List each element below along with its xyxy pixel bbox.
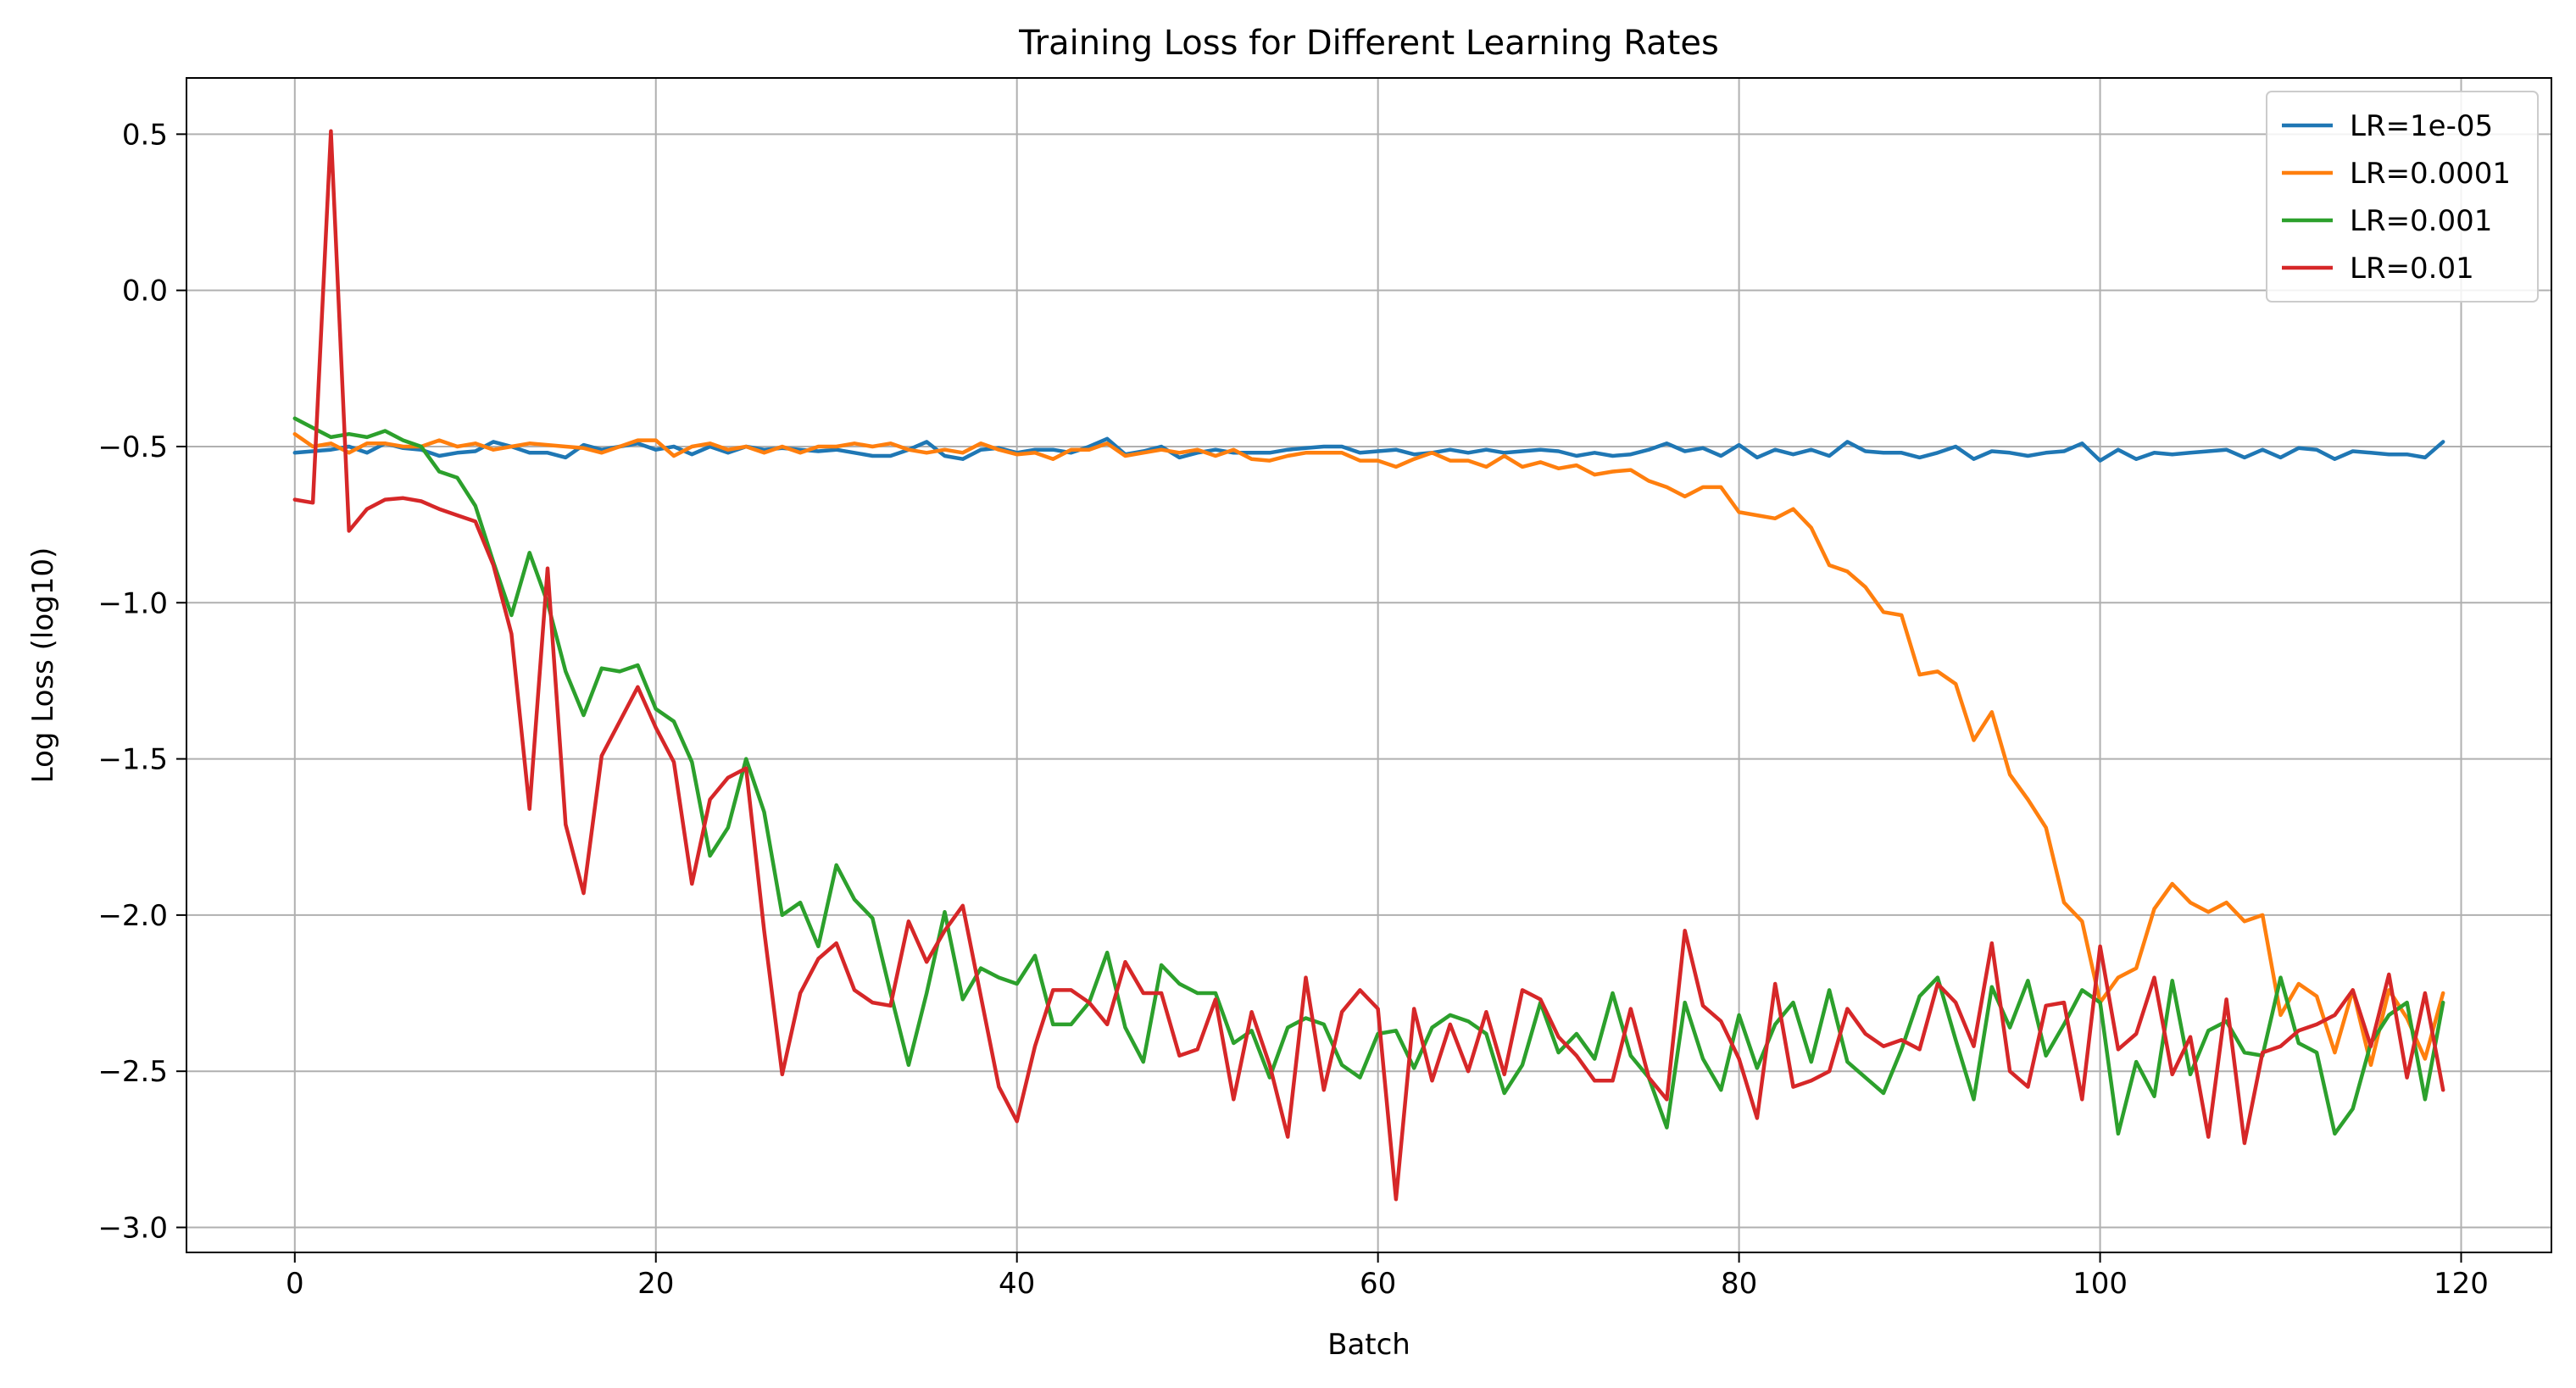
series-line-lr-0-001 xyxy=(292,416,2445,1136)
y-tick-label: −3.0 xyxy=(97,1212,168,1246)
y-axis-label: Log Loss (log10) xyxy=(26,547,60,784)
x-tick-label: 120 xyxy=(2434,1267,2489,1301)
x-tick-label: 40 xyxy=(999,1267,1035,1301)
y-tick-label: −1.0 xyxy=(97,586,168,620)
series-line-lr-0-01 xyxy=(292,129,2445,1202)
y-tick-label: 0.5 xyxy=(122,118,168,152)
legend: LR=1e-05 LR=0.0001 LR=0.001 LR=0.01 xyxy=(2266,91,2539,303)
x-axis-label: Batch xyxy=(1327,1328,1410,1362)
legend-entry-label: LR=0.001 xyxy=(2350,204,2492,238)
series-line-lr-0-0001 xyxy=(292,431,2445,1068)
y-tick-label: −2.5 xyxy=(97,1055,168,1089)
x-tick-label: 100 xyxy=(2072,1267,2128,1301)
x-tick-label: 80 xyxy=(1721,1267,1757,1301)
legend-entry-label: LR=1e-05 xyxy=(2350,109,2493,143)
series-lines xyxy=(292,129,2445,1202)
x-tick-label: 0 xyxy=(286,1267,304,1301)
legend-entry-label: LR=0.01 xyxy=(2350,252,2474,286)
axis-ticks: 0 20 40 60 80 100 120 0.5 0.0 −0.5 −1.0 −1.5 −2.0 −2.… xyxy=(97,118,2489,1301)
chart-title: Training Loss for Different Learning Rat… xyxy=(1018,24,1719,63)
x-tick-label: 20 xyxy=(637,1267,674,1301)
y-tick-label: 0.0 xyxy=(122,275,168,308)
y-tick-label: −1.5 xyxy=(97,743,168,777)
x-tick-label: 60 xyxy=(1360,1267,1396,1301)
y-tick-label: −2.0 xyxy=(97,899,168,933)
legend-entry-label: LR=0.0001 xyxy=(2350,157,2511,191)
series-line-lr-1e-05 xyxy=(292,436,2445,463)
legend-box xyxy=(2266,91,2539,303)
plot-frame xyxy=(186,77,2552,1253)
y-tick-label: −0.5 xyxy=(97,430,168,464)
